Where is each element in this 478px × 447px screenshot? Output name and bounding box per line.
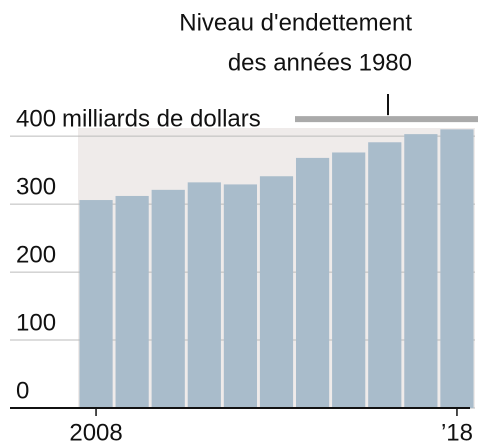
bar xyxy=(115,195,149,408)
y-tick-label: 100 xyxy=(16,309,56,336)
bar xyxy=(295,157,330,408)
bar xyxy=(440,129,474,408)
x-tick-label: ’18 xyxy=(441,419,473,446)
bar xyxy=(259,176,294,408)
bar xyxy=(368,142,402,408)
x-tick-label: 2008 xyxy=(69,419,122,446)
bar xyxy=(332,152,366,408)
bar xyxy=(187,182,221,408)
bar xyxy=(223,184,258,408)
bar xyxy=(404,134,438,408)
bar xyxy=(151,189,185,408)
y-tick-label: 300 xyxy=(16,173,56,200)
y-tick-label: 200 xyxy=(16,241,56,268)
y-tick-label: 400 xyxy=(16,105,56,132)
annotation: Niveau d'endettement xyxy=(179,9,412,36)
y-tick-label: 0 xyxy=(16,377,29,404)
annotation: des années 1980 xyxy=(228,49,412,76)
bar xyxy=(79,200,113,408)
y-unit-label: milliards de dollars xyxy=(62,105,261,132)
